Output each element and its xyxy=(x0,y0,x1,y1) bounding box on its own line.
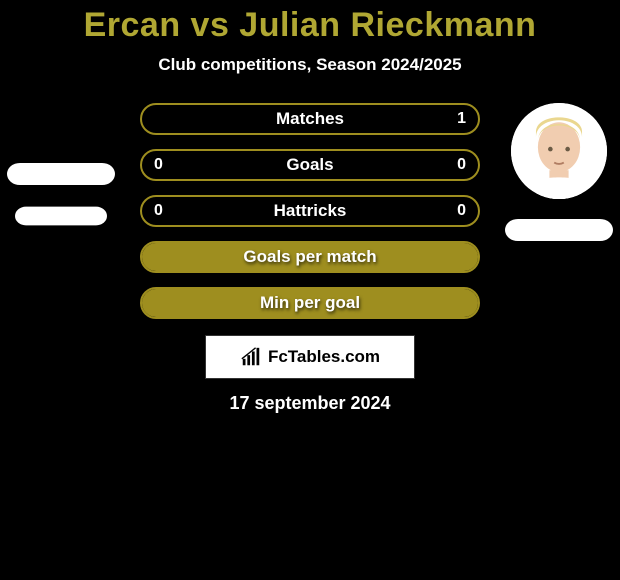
stat-value-right: 0 xyxy=(457,156,466,174)
stat-row-goals-per-match: Goals per match xyxy=(140,241,480,273)
player-right-column xyxy=(504,103,614,243)
stat-row-min-per-goal: Min per goal xyxy=(140,287,480,319)
stat-label: Min per goal xyxy=(260,293,360,313)
stat-label: Goals per match xyxy=(243,247,376,267)
player-right-avatar xyxy=(511,103,607,199)
player-left-column xyxy=(6,103,116,227)
stat-value-left: 0 xyxy=(154,202,163,220)
stat-value-right: 1 xyxy=(457,110,466,128)
page-title: Ercan vs Julian Rieckmann xyxy=(0,0,620,45)
avatar-icon xyxy=(511,103,607,199)
date-text: 17 september 2024 xyxy=(0,393,620,414)
stat-label: Matches xyxy=(276,109,344,129)
stat-row-goals: 0 Goals 0 xyxy=(140,149,480,181)
stat-row-hattricks: 0 Hattricks 0 xyxy=(140,195,480,227)
player-left-name-pill-2 xyxy=(15,207,107,226)
stat-bars: Matches 1 0 Goals 0 0 Hattricks 0 Goals per matc… xyxy=(140,103,480,319)
stat-row-matches: Matches 1 xyxy=(140,103,480,135)
brand-badge[interactable]: FcTables.com xyxy=(205,335,415,379)
comparison-panel: Matches 1 0 Goals 0 0 Hattricks 0 Goals per matc… xyxy=(0,103,620,319)
stat-value-left: 0 xyxy=(154,156,163,174)
stat-label: Hattricks xyxy=(274,201,347,221)
brand-text: FcTables.com xyxy=(268,347,380,367)
subtitle: Club competitions, Season 2024/2025 xyxy=(0,55,620,75)
player-right-name-pill xyxy=(505,219,613,241)
stat-value-right: 0 xyxy=(457,202,466,220)
stat-label: Goals xyxy=(286,155,333,175)
player-left-name-pill xyxy=(7,163,115,185)
chart-icon xyxy=(240,346,262,368)
